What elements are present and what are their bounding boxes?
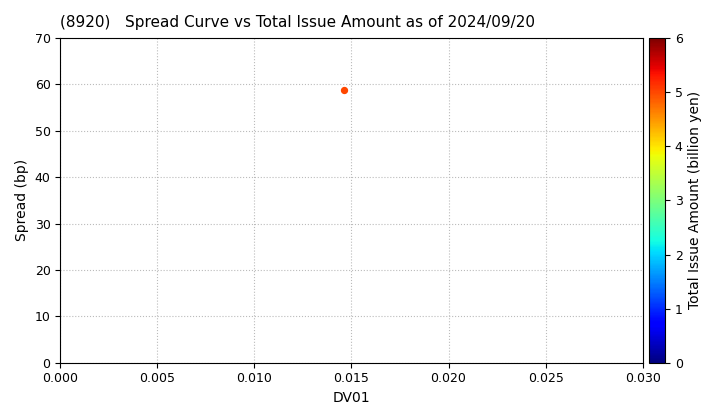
Point xyxy=(338,87,349,93)
Y-axis label: Total Issue Amount (billion yen): Total Issue Amount (billion yen) xyxy=(688,92,702,310)
Text: (8920)   Spread Curve vs Total Issue Amount as of 2024/09/20: (8920) Spread Curve vs Total Issue Amoun… xyxy=(60,15,535,30)
Y-axis label: Spread (bp): Spread (bp) xyxy=(15,159,29,242)
X-axis label: DV01: DV01 xyxy=(333,391,370,405)
